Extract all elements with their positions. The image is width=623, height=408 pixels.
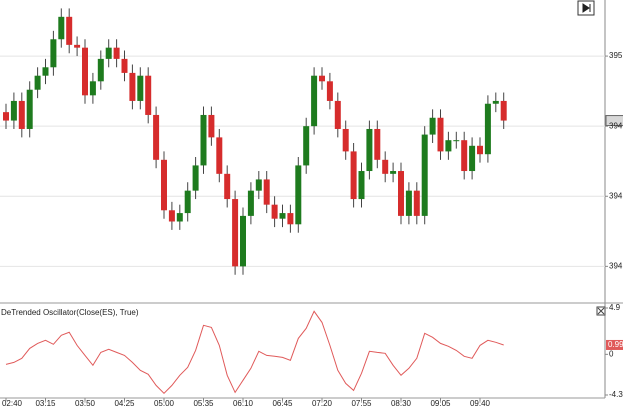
candle-body: [287, 213, 294, 225]
candle-body: [469, 145, 476, 172]
x-tick-label: 03:15: [35, 399, 56, 408]
candle-body: [477, 145, 483, 155]
candle-body: [350, 151, 357, 200]
candle-body: [279, 213, 286, 219]
x-tick-label: 04:25: [114, 399, 135, 408]
close-panel-button[interactable]: [596, 306, 606, 316]
candle-body: [89, 81, 96, 96]
candle-body: [421, 134, 428, 216]
x-tick-label: 02:40: [2, 399, 23, 408]
candle-body: [200, 114, 207, 166]
candle-body: [153, 114, 160, 160]
last-value-marker: [606, 339, 623, 350]
candle-body: [240, 215, 246, 267]
x-tick-label: 03:50: [75, 399, 96, 408]
candle-body: [184, 190, 191, 214]
candle-body: [263, 179, 270, 205]
candle-body: [168, 210, 175, 222]
candle-body: [224, 173, 231, 200]
y-tick-label: 395: [609, 51, 623, 60]
candle-body: [50, 39, 57, 68]
candle-body: [271, 204, 278, 219]
candle-body: [492, 100, 499, 104]
candle-body: [216, 137, 223, 174]
candle-body: [58, 16, 65, 40]
candle-body: [176, 213, 183, 222]
y-tick-label: 394: [609, 191, 623, 200]
candle-body: [10, 100, 17, 121]
candle-body: [461, 140, 468, 172]
y-tick-label: 0: [609, 349, 614, 358]
candle-body: [334, 100, 341, 129]
candle-body: [208, 114, 215, 138]
indicator-title: DeTrended Oscillator(Close(ES), True): [1, 308, 139, 317]
x-tick-label: 06:10: [233, 399, 254, 408]
candle-body: [97, 58, 104, 82]
candle-body: [374, 128, 381, 160]
candle-body: [295, 165, 302, 225]
candle-body: [413, 190, 420, 216]
candle-body: [453, 140, 460, 142]
y-tick-label: 4.9: [609, 303, 621, 312]
candle-body: [66, 16, 73, 45]
candle-body: [342, 128, 349, 152]
candle-body: [326, 81, 333, 101]
play-button[interactable]: [577, 0, 595, 16]
candle-body: [255, 179, 262, 191]
close-icon[interactable]: [597, 307, 605, 315]
candle-body: [429, 117, 436, 135]
candle-body: [382, 159, 389, 174]
x-tick-label: 05:00: [154, 399, 175, 408]
candle-body: [319, 75, 325, 82]
x-tick-label: 06:45: [272, 399, 293, 408]
candle-body: [18, 100, 25, 129]
play-icon[interactable]: [582, 3, 591, 13]
candle-body: [437, 117, 444, 152]
candle-body: [34, 75, 41, 90]
candle-body: [137, 75, 144, 101]
candle-body: [390, 171, 397, 174]
candle-body: [105, 47, 112, 59]
candle-body: [42, 67, 49, 76]
candle-body: [3, 112, 9, 121]
candle-body: [366, 128, 373, 172]
candle-body: [129, 72, 136, 101]
candle-body: [82, 47, 88, 96]
indicator-line: [5, 310, 504, 395]
candle-body: [145, 75, 152, 115]
candle-body: [113, 47, 120, 59]
candle-body: [121, 58, 128, 73]
candle-body: [232, 199, 239, 267]
y-tick-label: 394: [609, 261, 623, 270]
candle-body: [358, 171, 365, 200]
candle-body: [247, 190, 254, 216]
x-tick-label: 09:40: [470, 399, 491, 408]
candle-body: [26, 89, 33, 129]
candle-body: [74, 44, 81, 48]
last-value-label: 0.99: [608, 340, 623, 349]
candle-body: [405, 190, 412, 216]
last-price-marker: [605, 115, 623, 127]
y-tick-label: -4.3: [609, 390, 623, 399]
x-tick-label: 08:30: [391, 399, 412, 408]
x-tick-label: 09:05: [430, 399, 451, 408]
candle-body: [500, 100, 507, 121]
x-tick-label: 07:55: [351, 399, 372, 408]
candle-body: [311, 75, 318, 127]
candle-body: [161, 159, 167, 211]
candle-body: [192, 165, 199, 191]
candle-body: [398, 171, 404, 216]
candle-body: [303, 126, 310, 166]
y-tick-label: 394: [609, 121, 623, 130]
candle-body: [445, 140, 452, 152]
x-tick-label: 05:35: [193, 399, 214, 408]
candle-body: [484, 103, 491, 155]
x-tick-label: 07:20: [312, 399, 333, 408]
